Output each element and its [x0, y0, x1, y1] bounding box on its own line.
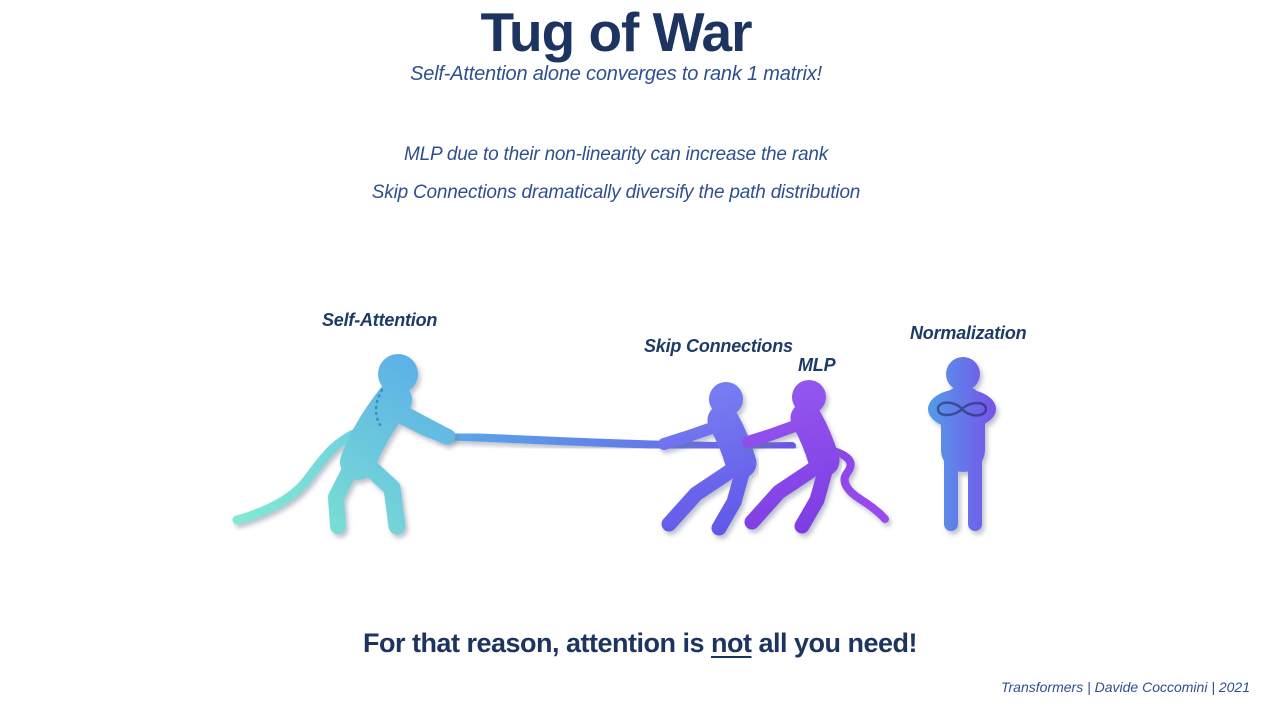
rope-tail-right-icon	[826, 446, 889, 523]
skip-connections-label: Skip Connections	[644, 336, 793, 356]
slide-footer: Transformers | Davide Coccomini | 2021	[1001, 679, 1250, 695]
rope-tail-left-icon	[232, 427, 363, 525]
conclusion-prefix: For that reason, attention is	[362, 628, 711, 658]
conclusion-suffix: all you need!	[751, 628, 918, 658]
self-attention-puller-icon	[328, 354, 456, 535]
mlp-puller-icon	[742, 380, 840, 534]
slide-title: Tug of War	[480, 1, 752, 63]
body-line-mlp: MLP due to their non-linearity can incre…	[403, 144, 829, 165]
slide-subtitle: Self-Attention alone converges to rank 1…	[410, 63, 822, 85]
conclusion-statement: For that reason, attention is not all yo…	[0, 628, 1280, 659]
normalization-label: Normalization	[910, 323, 1027, 343]
skip-connections-puller-icon	[658, 382, 757, 536]
conclusion-emphasis: not	[711, 628, 752, 658]
body-line-skip-connections: Skip Connections dramatically diversify …	[371, 182, 861, 203]
normalization-observer-icon	[928, 357, 996, 531]
self-attention-label: Self-Attention	[322, 310, 438, 330]
mlp-label: MLP	[798, 355, 836, 375]
